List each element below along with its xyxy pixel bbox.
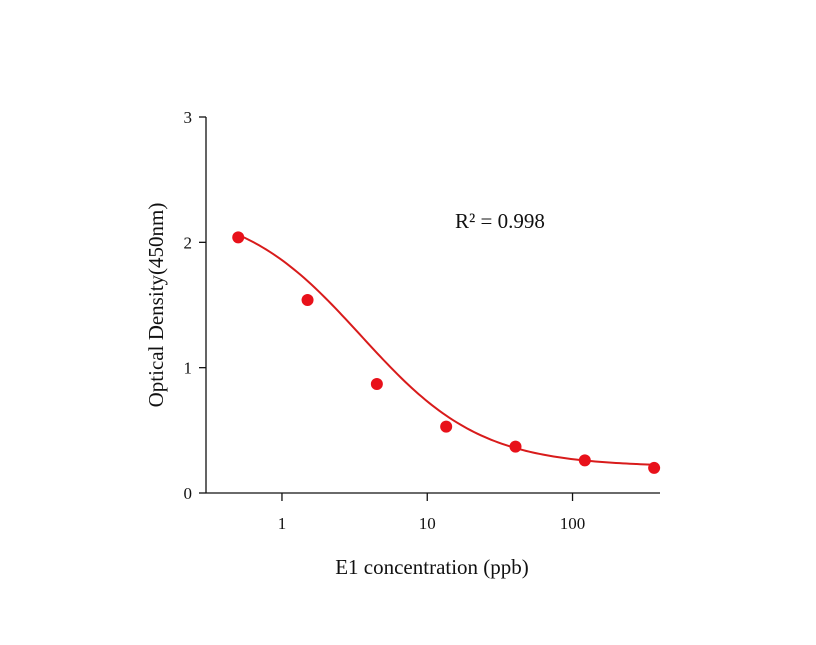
y-tick-label: 3 <box>184 108 193 127</box>
y-tick-label: 1 <box>184 359 193 378</box>
x-axis-title: E1 concentration (ppb) <box>335 555 529 579</box>
x-tick-label: 1 <box>278 514 287 533</box>
data-point <box>370 377 383 390</box>
axes: 0 1 2 3 1 10 100 <box>184 108 660 533</box>
x-tick-label: 10 <box>419 514 436 533</box>
y-axis-title: Optical Density(450nm) <box>144 203 168 408</box>
y-tick-label: 0 <box>184 484 193 503</box>
data-points <box>232 231 661 474</box>
data-point <box>648 461 661 474</box>
data-point <box>232 231 245 244</box>
data-point <box>509 440 522 453</box>
y-tick-label: 2 <box>184 233 193 252</box>
data-point <box>578 454 591 467</box>
x-tick-label: 100 <box>560 514 586 533</box>
data-point <box>301 293 314 306</box>
r-squared-annotation: R² = 0.998 <box>455 209 545 233</box>
data-point <box>440 420 453 433</box>
